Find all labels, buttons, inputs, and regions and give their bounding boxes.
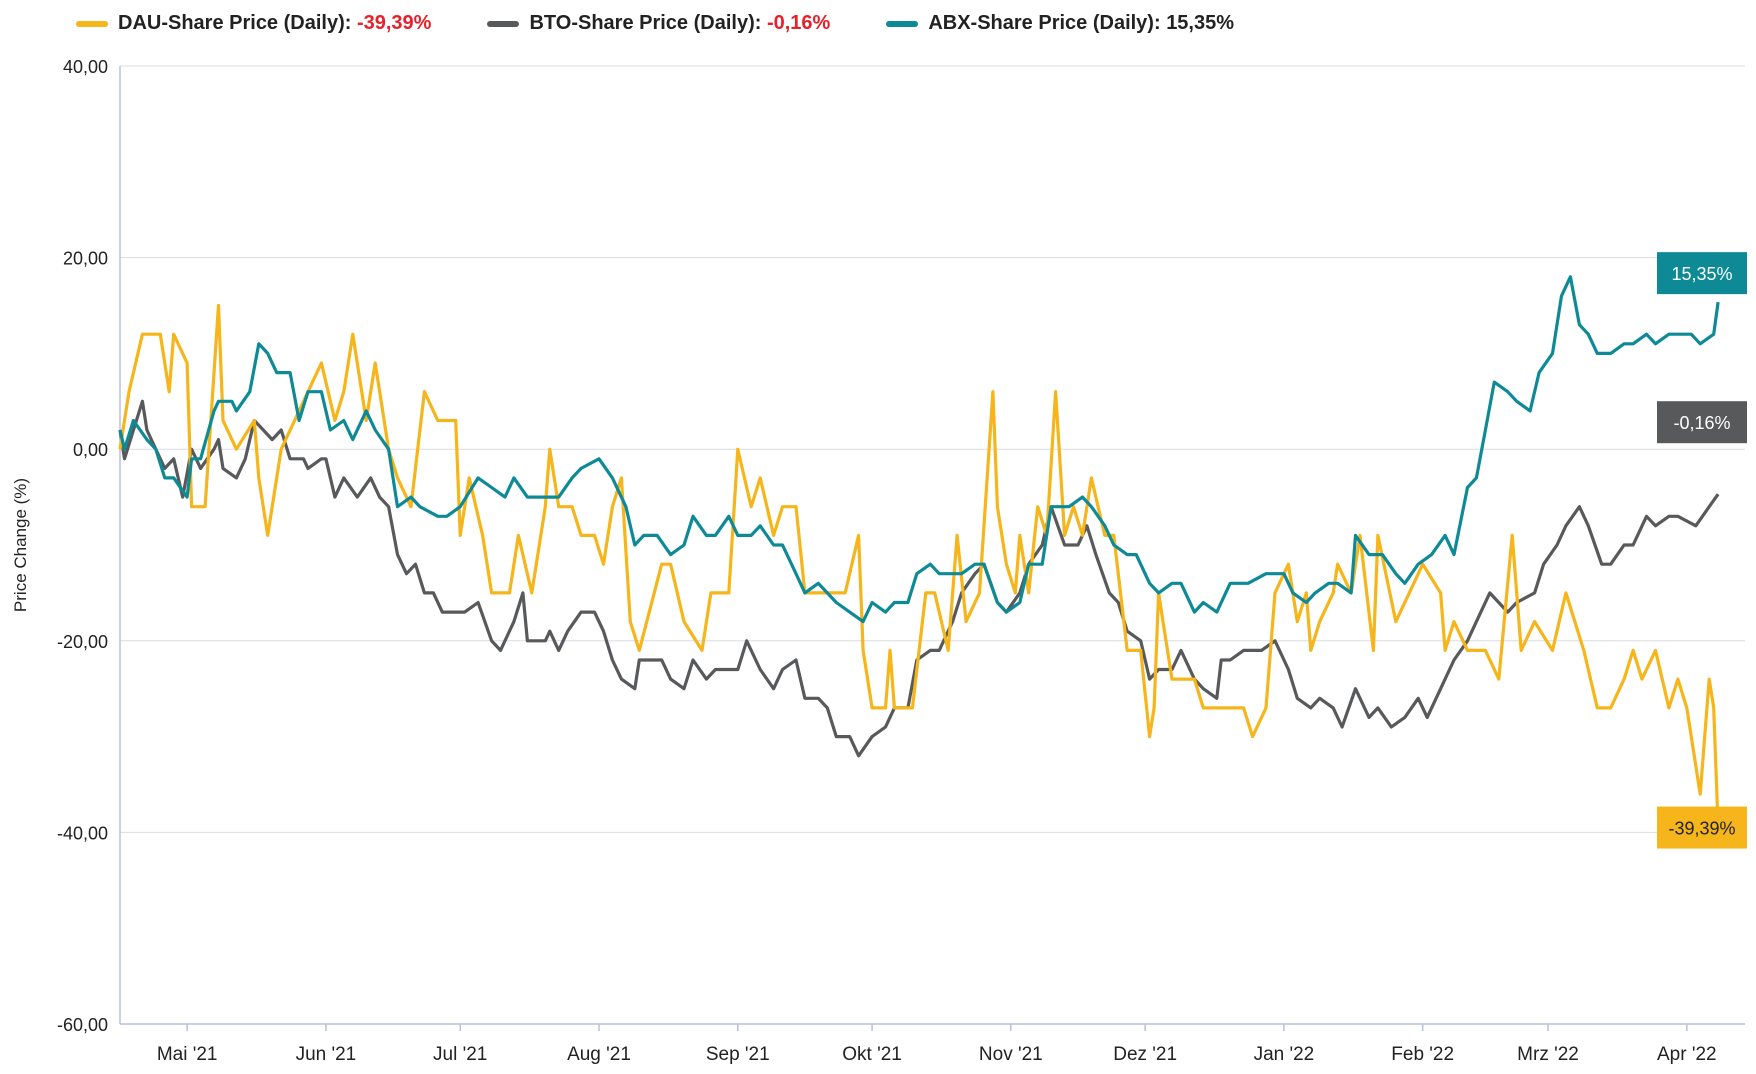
- series-line-dau: [118, 303, 1720, 827]
- legend-label: DAU-Share Price (Daily): -39,39%: [118, 12, 432, 34]
- y-tick-label: 20,00: [63, 249, 108, 269]
- x-tick-label: Jul '21: [433, 1044, 487, 1065]
- x-tick-label: Sep '21: [706, 1044, 770, 1065]
- legend-label: BTO-Share Price (Daily): -0,16%: [529, 12, 831, 34]
- y-tick-label: -40,00: [57, 823, 108, 843]
- y-tick-label: -60,00: [57, 1015, 108, 1035]
- end-label: 15,35%: [1671, 264, 1732, 284]
- y-tick-label: -20,00: [57, 632, 108, 652]
- legend-item-bto[interactable]: BTO-Share Price (Daily): -0,16%: [487, 12, 830, 35]
- series-line-abx: [118, 275, 1720, 624]
- end-label: -39,39%: [1668, 819, 1735, 839]
- x-tick-label: Jun '21: [296, 1044, 357, 1065]
- x-tick-label: Mai '21: [157, 1044, 218, 1065]
- dau-swatch: [76, 20, 108, 27]
- end-label-box: [1657, 401, 1747, 444]
- legend: DAU-Share Price (Daily): -39,39% BTO-Sha…: [76, 12, 1234, 35]
- x-tick-label: Mrz '22: [1517, 1044, 1579, 1065]
- x-tick-label: Nov '21: [979, 1044, 1043, 1065]
- abx-swatch: [886, 20, 919, 27]
- y-tick-label: 0,00: [73, 440, 108, 460]
- x-tick-label: Jan '22: [1254, 1044, 1315, 1065]
- end-label-box: [1657, 252, 1747, 295]
- series-line-bto: [118, 399, 1720, 758]
- y-axis-label: Price Change (%): [11, 478, 30, 612]
- x-tick-label: Aug '21: [567, 1044, 631, 1065]
- x-tick-label: Dez '21: [1113, 1044, 1177, 1065]
- x-tick-label: Okt '21: [842, 1044, 902, 1065]
- legend-label: ABX-Share Price (Daily): 15,35%: [928, 12, 1235, 34]
- legend-item-abx[interactable]: ABX-Share Price (Daily): 15,35%: [886, 12, 1234, 35]
- end-label-box: [1657, 806, 1747, 849]
- end-label: -0,16%: [1673, 413, 1730, 433]
- bto-swatch: [487, 20, 520, 27]
- y-tick-label: 40,00: [63, 57, 108, 77]
- x-tick-label: Feb '22: [1391, 1044, 1454, 1065]
- legend-item-dau[interactable]: DAU-Share Price (Daily): -39,39%: [76, 12, 431, 35]
- x-tick-label: Apr '22: [1657, 1044, 1717, 1065]
